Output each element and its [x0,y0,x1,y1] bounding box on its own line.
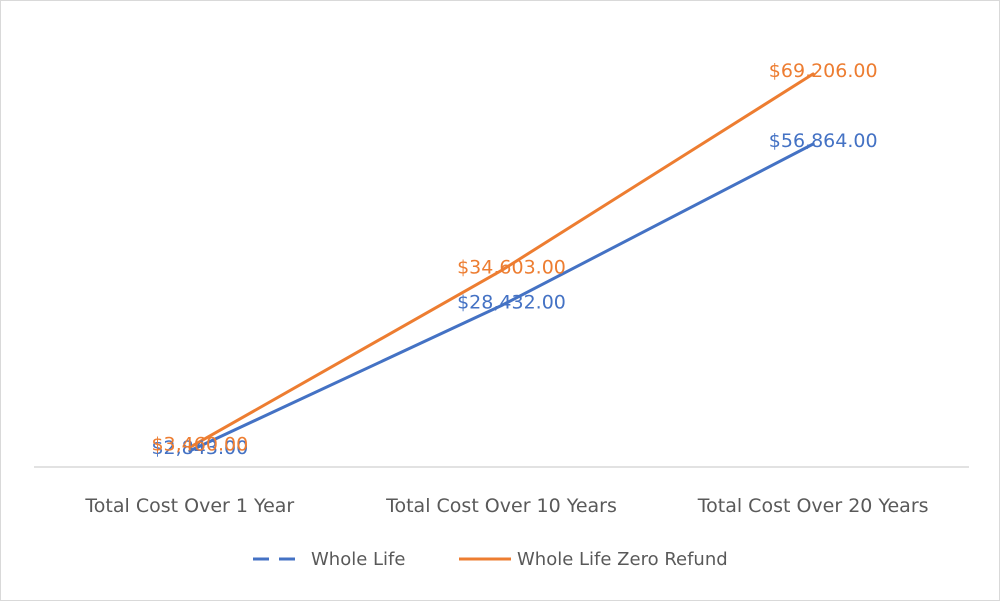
series-line-1 [188,142,815,453]
data-label: $3,460.00 [151,433,248,455]
legend: Whole Life Whole Life Zero Refund [253,549,728,570]
legend-label: Whole Life Zero Refund [517,549,728,570]
data-label: $28,432.00 [457,292,566,314]
data-label: $69,206.00 [769,60,878,82]
x-tick-label: Total Cost Over 10 Years [385,495,617,517]
x-tick-label: Total Cost Over 1 Year [84,495,294,517]
legend-label: Whole Life [311,549,405,570]
x-tick-label: Total Cost Over 20 Years [697,495,929,517]
series-line-2 [188,72,815,449]
series-lines [188,72,815,453]
data-label: $2,843.00 [151,437,248,459]
data-labels: $2,843.00 $28,432.00 $56,864.00 $3,460.00 $3… [151,60,877,459]
data-label: $34,603.00 [457,256,566,278]
data-label: $56,864.00 [769,130,878,152]
x-axis-tick-labels: Total Cost Over 1 Year Total Cost Over 10… [84,495,928,517]
